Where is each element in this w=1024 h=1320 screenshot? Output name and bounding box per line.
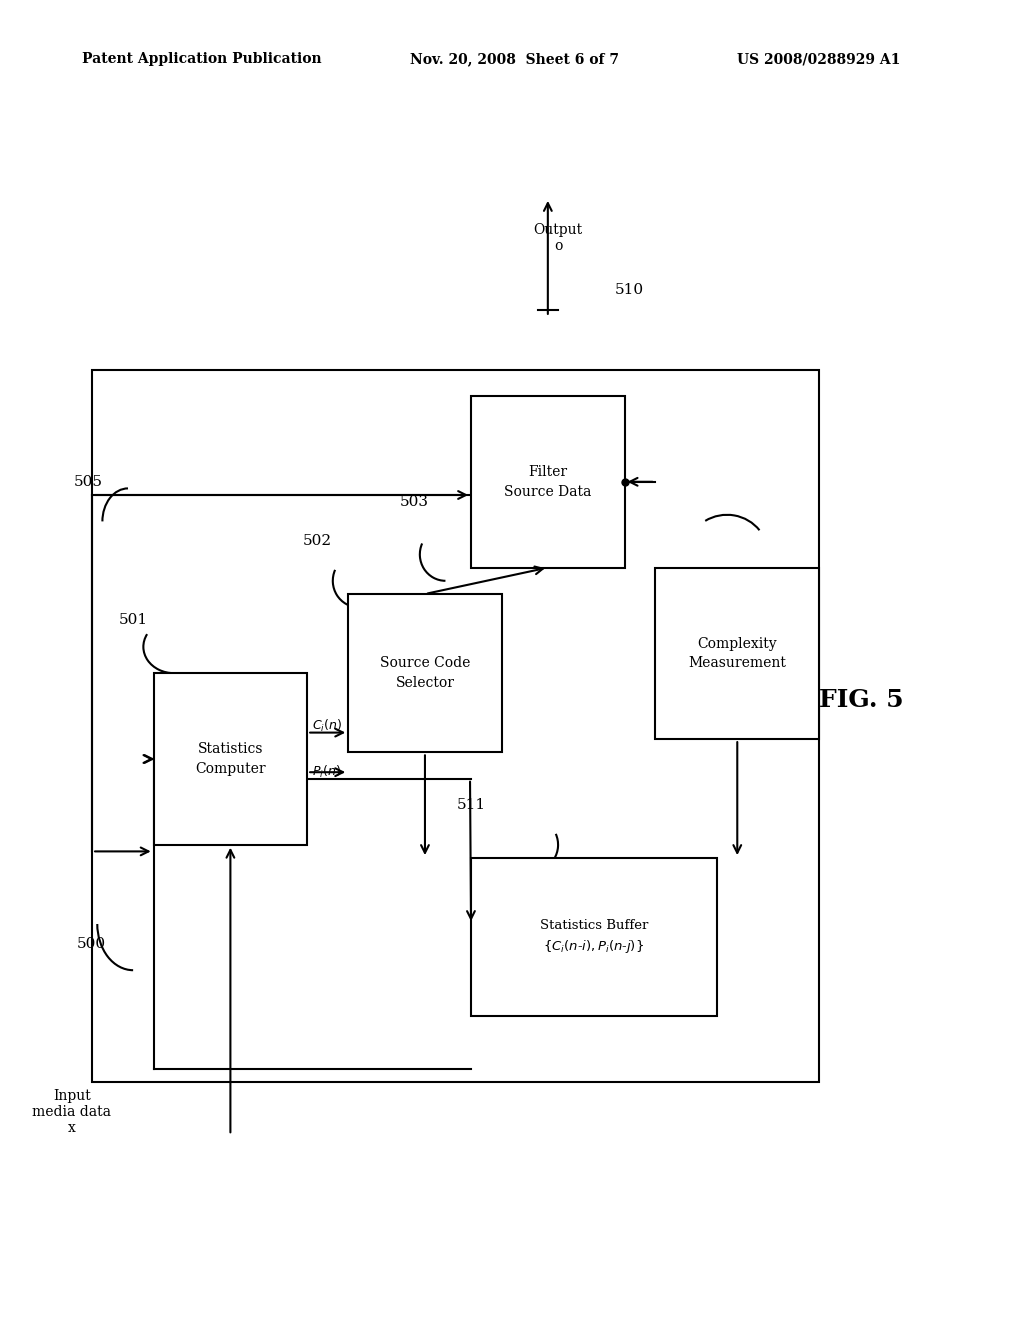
Text: 501: 501	[119, 614, 147, 627]
Text: Nov. 20, 2008  Sheet 6 of 7: Nov. 20, 2008 Sheet 6 of 7	[410, 53, 618, 66]
FancyBboxPatch shape	[471, 858, 717, 1016]
Text: Output
o: Output o	[534, 223, 583, 252]
Text: 505: 505	[74, 475, 102, 488]
Text: 510: 510	[615, 284, 644, 297]
Text: FIG. 5: FIG. 5	[819, 688, 904, 711]
Text: Source Code
Selector: Source Code Selector	[380, 656, 470, 690]
Text: 511: 511	[457, 799, 485, 812]
Text: Complexity
Measurement: Complexity Measurement	[688, 636, 786, 671]
Text: Filter
Source Data: Filter Source Data	[504, 465, 592, 499]
FancyBboxPatch shape	[348, 594, 502, 752]
Text: $P_i(n)$: $P_i(n)$	[312, 764, 341, 780]
FancyBboxPatch shape	[154, 673, 307, 845]
Text: 502: 502	[303, 535, 332, 548]
Text: Statistics
Computer: Statistics Computer	[196, 742, 265, 776]
Text: Input
media data
x: Input media data x	[32, 1089, 112, 1135]
Text: 503: 503	[400, 495, 429, 508]
Text: Patent Application Publication: Patent Application Publication	[82, 53, 322, 66]
Text: Statistics Buffer
$\{C_i(n$-$i), P_i(n$-$j)\}$: Statistics Buffer $\{C_i(n$-$i), P_i(n$-…	[540, 919, 648, 956]
FancyBboxPatch shape	[655, 568, 819, 739]
Text: 500: 500	[77, 937, 105, 950]
Text: $C_i(n)$: $C_i(n)$	[312, 718, 342, 734]
FancyBboxPatch shape	[471, 396, 625, 568]
Text: US 2008/0288929 A1: US 2008/0288929 A1	[737, 53, 901, 66]
